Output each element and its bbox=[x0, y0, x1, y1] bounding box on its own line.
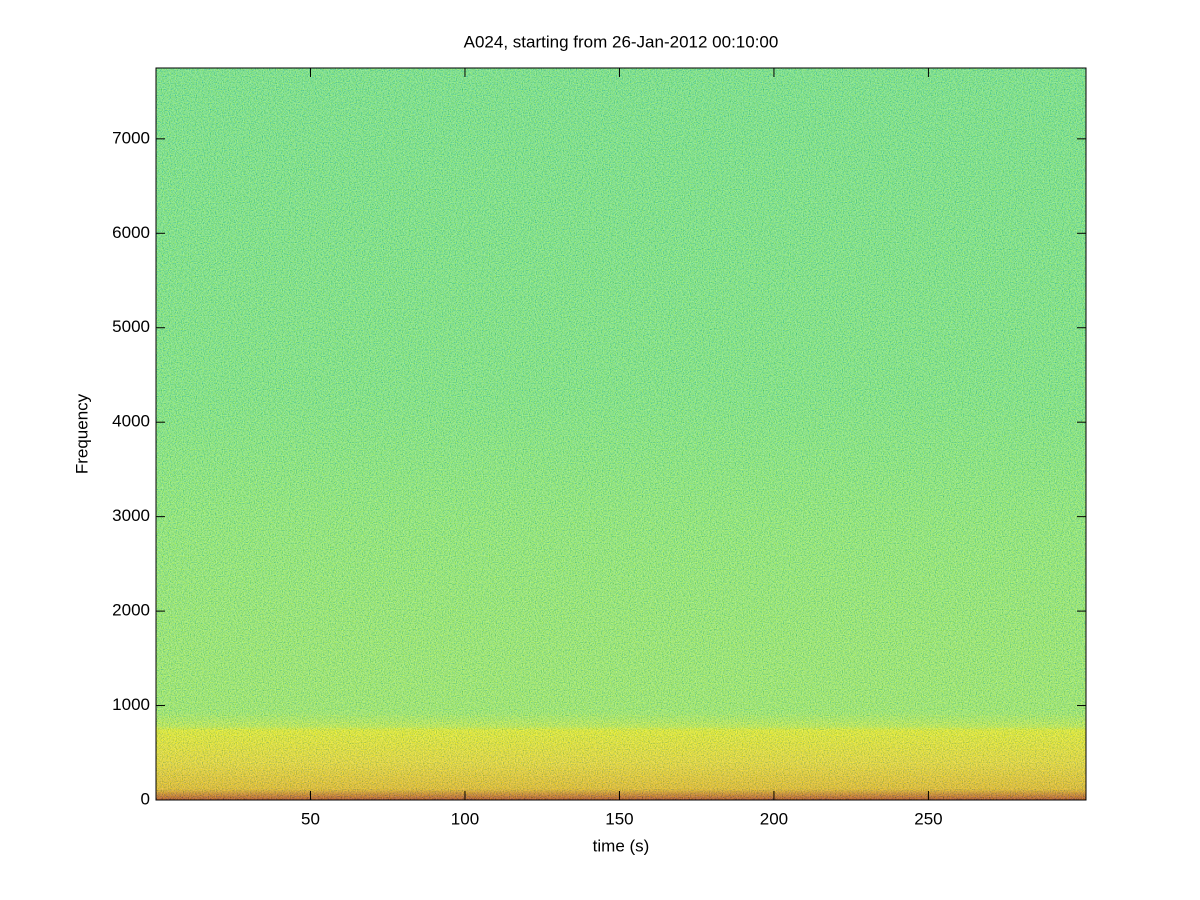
x-tick-label: 100 bbox=[451, 809, 479, 828]
y-tick-label: 2000 bbox=[112, 601, 150, 620]
y-tick-label: 0 bbox=[141, 789, 150, 808]
y-tick-label: 4000 bbox=[112, 412, 150, 431]
y-axis-label: Frequency bbox=[72, 393, 91, 474]
y-tick-label: 3000 bbox=[112, 506, 150, 525]
x-tick-label: 250 bbox=[914, 809, 942, 828]
chart-title: A024, starting from 26-Jan-2012 00:10:00 bbox=[464, 32, 779, 51]
y-tick-label: 7000 bbox=[112, 128, 150, 147]
x-tick-label: 150 bbox=[605, 809, 633, 828]
x-tick-label: 200 bbox=[760, 809, 788, 828]
axes-box bbox=[155, 67, 1087, 801]
y-tick-label: 1000 bbox=[112, 695, 150, 714]
y-tick-label: 5000 bbox=[112, 317, 150, 336]
spectrogram-texture bbox=[156, 68, 1086, 800]
y-tick-label: 6000 bbox=[112, 223, 150, 242]
x-tick-label: 50 bbox=[301, 809, 320, 828]
x-axis-label: time (s) bbox=[593, 836, 650, 855]
